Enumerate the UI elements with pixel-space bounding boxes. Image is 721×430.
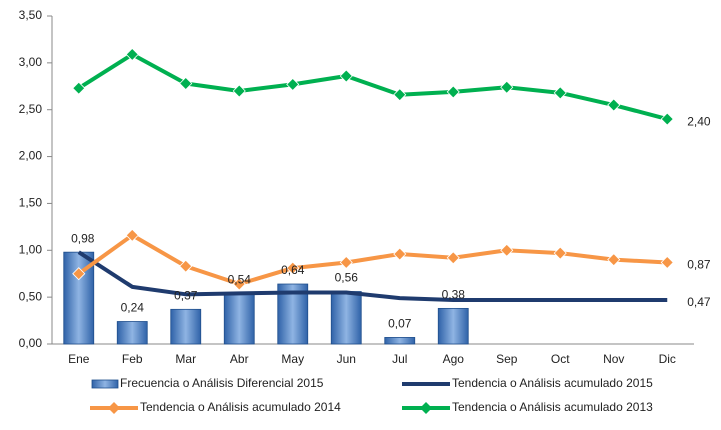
- marker: [339, 255, 353, 270]
- bar: [384, 337, 416, 345]
- marker: [553, 246, 567, 260]
- data-label: 0,38: [442, 288, 466, 302]
- marker: [179, 259, 193, 273]
- data-label: 2,40: [687, 114, 711, 128]
- x-tick-label: Abr: [230, 352, 249, 366]
- bar: [437, 307, 469, 345]
- y-tick-label: 2,00: [19, 149, 43, 163]
- marker: [232, 277, 246, 291]
- x-tick-label: Ene: [68, 352, 90, 366]
- marker: [72, 267, 86, 281]
- marker: [232, 84, 246, 98]
- legend-swatch: [91, 379, 119, 389]
- marker: [607, 253, 621, 267]
- marker: [660, 255, 674, 270]
- bar: [330, 291, 362, 345]
- line: [77, 52, 668, 122]
- data-label: 0,24: [121, 301, 145, 315]
- x-tick-label: Ago: [443, 352, 465, 366]
- y-tick-label: 1,00: [19, 242, 43, 256]
- marker: [393, 88, 407, 102]
- marker: [339, 69, 353, 83]
- data-label: 0,54: [228, 273, 252, 287]
- marker: [393, 247, 407, 261]
- legend-marker: [108, 402, 120, 414]
- x-tick-label: Mar: [175, 352, 196, 366]
- data-label: 0,64: [281, 263, 305, 277]
- x-tick-label: Sep: [496, 352, 518, 366]
- marker: [125, 228, 139, 242]
- y-tick-label: 0,50: [19, 289, 43, 303]
- x-tick-label: Jul: [392, 352, 407, 366]
- marker: [125, 47, 139, 61]
- marker: [553, 86, 567, 100]
- data-label: 0,87: [687, 258, 711, 272]
- data-label: 0,98: [71, 231, 95, 245]
- marker: [660, 112, 674, 126]
- y-tick-label: 3,50: [19, 8, 43, 22]
- x-tick-label: Dic: [659, 352, 676, 366]
- legend-label: Tendencia o Análisis acumulado 2013: [452, 400, 653, 414]
- data-label: 0,56: [335, 271, 359, 285]
- y-tick-label: 1,50: [19, 196, 43, 210]
- legend-label: Frecuencia o Análisis Diferencial 2015: [120, 376, 324, 390]
- y-tick-label: 3,00: [19, 55, 43, 69]
- marker: [500, 243, 514, 257]
- line: [77, 250, 668, 302]
- x-tick-label: May: [281, 352, 304, 366]
- x-tick-label: Oct: [551, 352, 570, 366]
- legend-label: Tendencia o Análisis acumulado 2014: [140, 400, 341, 414]
- line: [77, 233, 668, 287]
- bar: [116, 321, 148, 345]
- x-tick-label: Jun: [337, 352, 356, 366]
- y-tick-label: 2,50: [19, 102, 43, 116]
- marker: [607, 98, 621, 112]
- legend-marker: [420, 402, 432, 414]
- legend-label: Tendencia o Análisis acumulado 2015: [452, 376, 653, 390]
- marker: [446, 251, 460, 265]
- marker: [500, 80, 514, 94]
- bar: [170, 308, 202, 345]
- data-label: 0,37: [174, 288, 198, 302]
- data-label: 0,47: [687, 295, 711, 309]
- x-tick-label: Nov: [603, 352, 624, 366]
- marker: [72, 81, 86, 95]
- marker: [179, 76, 193, 91]
- data-label: 0,07: [388, 317, 412, 331]
- x-tick-label: Feb: [122, 352, 143, 366]
- marker: [446, 85, 460, 99]
- marker: [286, 261, 300, 275]
- marker: [286, 77, 300, 91]
- bar: [223, 292, 255, 345]
- y-tick-label: 0,00: [19, 336, 43, 350]
